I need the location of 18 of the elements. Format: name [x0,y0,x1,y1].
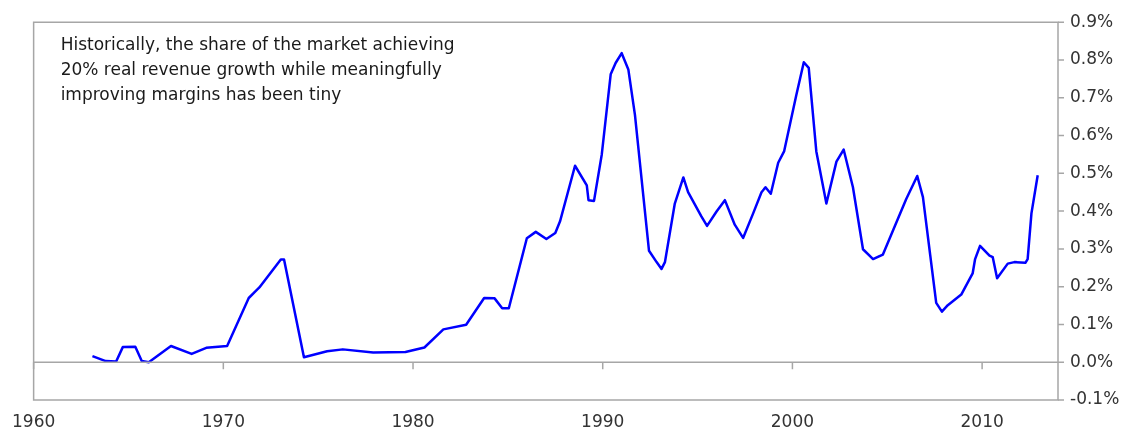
x-tick-label: 1990 [581,410,625,431]
y-tick-label: 0.1% [1070,312,1114,333]
y-tick-label: 0.9% [1070,10,1114,31]
x-tick-label: 1980 [391,410,435,431]
y-tick-label: -0.1% [1070,388,1120,409]
y-tick-label: 0.5% [1070,161,1114,182]
annotation: Historically, the share of the market achieving 20% real revenue growth while meaningfully improving margins has been tiny [60,34,455,105]
y-tick-label: 0.3% [1070,237,1114,258]
y-tick-label: 0.2% [1070,275,1114,296]
x-tick-label: 1970 [201,410,245,431]
y-tick-label: 0.0% [1070,350,1114,371]
x-tick-label: 2000 [770,410,815,431]
y-tick-label: 0.8% [1070,48,1114,69]
y-tick-label: 0.6% [1070,123,1114,144]
y-tick-label: 0.4% [1070,199,1114,220]
y-tick-label: 0.7% [1070,86,1114,107]
x-tick-label: 2010 [960,410,1004,431]
x-tick-label: 1960 [12,410,56,431]
